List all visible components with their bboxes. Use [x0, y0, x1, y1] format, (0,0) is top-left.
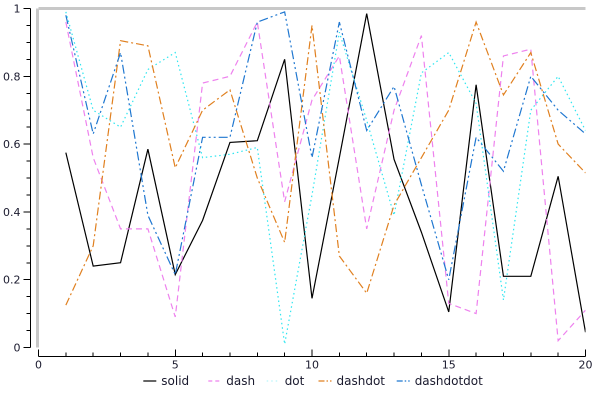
series-line-dot [65, 11, 586, 345]
legend-label-solid: solid [161, 374, 189, 388]
y-tick-label: 0.2 [3, 274, 21, 287]
series-line-dashdot [65, 20, 586, 306]
y-tick-label: 1 [14, 3, 21, 16]
x-axis: 0 5 10 15 20 [35, 349, 593, 372]
x-tick-label: 0 [35, 359, 42, 372]
legend-label-dashdot: dashdot [337, 374, 386, 388]
legend-label-dash: dash [226, 374, 255, 388]
y-tick-label: 0.4 [3, 206, 21, 219]
series-line-dashdotdot [65, 11, 586, 280]
y-tick-label: 0.6 [3, 138, 21, 151]
x-tick-label: 15 [442, 359, 456, 372]
x-tick-label: 5 [172, 359, 179, 372]
legend-label-dashdotdot: dashdotdot [415, 374, 483, 388]
y-axis: 0 0.2 0.4 0.6 0.8 1 [3, 3, 31, 355]
x-tick-label: 20 [579, 359, 593, 372]
legend-label-dot: dot [285, 374, 305, 388]
x-tick-label: 10 [305, 359, 319, 372]
series-line-dash [65, 20, 586, 343]
chart-legend: solid dash dot dashdot dashdotdot [143, 374, 483, 388]
series-line-solid [65, 13, 586, 333]
plot-frame [36, 7, 586, 348]
y-tick-label: 0 [14, 342, 21, 355]
y-tick-label: 0.8 [3, 70, 21, 83]
series-lines [65, 11, 586, 345]
